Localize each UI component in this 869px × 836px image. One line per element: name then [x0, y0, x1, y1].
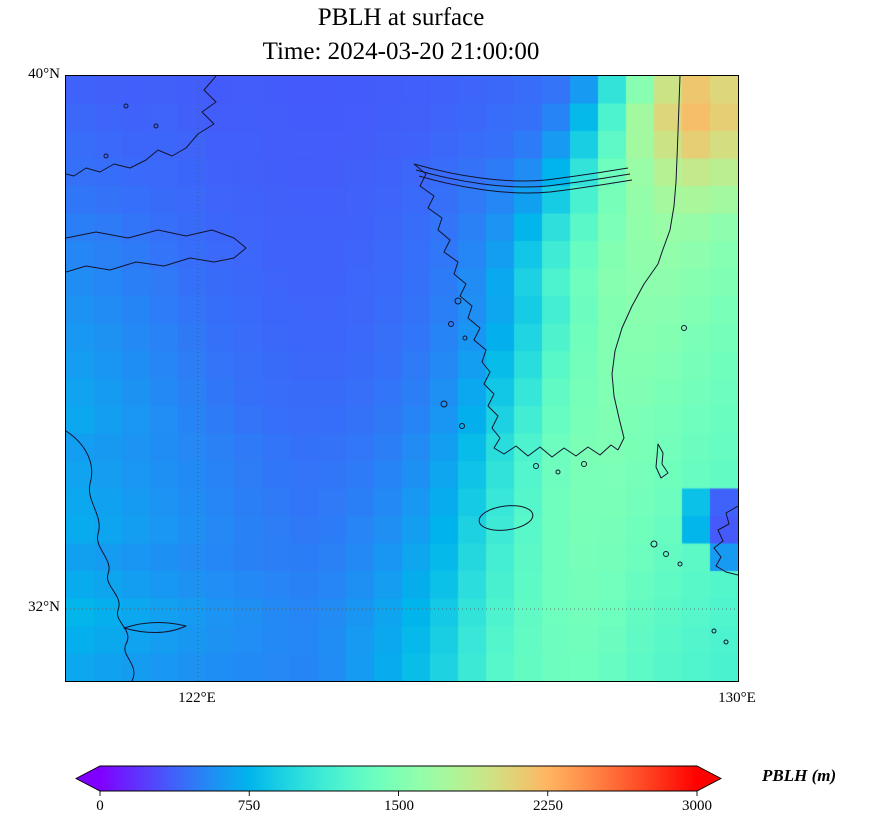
island-speck-icon	[448, 321, 454, 327]
island-chongming	[123, 622, 187, 634]
plot-subtitle: Time: 2024-03-20 21:00:00	[262, 38, 540, 65]
plot-title: PBLH at surface	[317, 4, 485, 31]
island-speck-icon	[677, 561, 683, 567]
border-river-line	[415, 169, 631, 188]
island-speck-icon	[723, 639, 729, 645]
colorbar-tick-750: 750	[237, 798, 261, 814]
island-speck-icon	[440, 400, 448, 408]
lake-speck-icon	[153, 123, 159, 129]
coastline-liaoning	[66, 76, 217, 177]
colorbar-bar	[75, 765, 722, 792]
colorbar-tick-1500: 1500	[384, 798, 414, 814]
pblh-heatmap-canvas	[66, 76, 738, 681]
coastline-kyushu	[713, 505, 738, 576]
lat-tick-40n: 40°N	[28, 66, 60, 82]
island-speck-icon	[533, 463, 539, 469]
island-speck-icon	[663, 551, 669, 557]
colorbar-label: PBLH (m)	[762, 766, 837, 785]
island-speck-icon	[459, 423, 465, 429]
coastline-shandong	[66, 229, 247, 273]
coastline-korea-east	[611, 76, 681, 451]
island-speck-icon	[711, 628, 717, 634]
coastline-east-china	[66, 430, 135, 681]
colorbar-tick-3000: 3000	[682, 798, 712, 814]
border-river-line	[413, 163, 629, 182]
gridlines	[66, 76, 738, 681]
island-jeju	[478, 505, 534, 531]
lat-tick-32n: 32°N	[28, 599, 60, 615]
island-speck-icon	[462, 335, 468, 341]
island-ulleungdo	[681, 325, 687, 331]
colorbar-tick-0: 0	[96, 798, 104, 814]
map-axes	[65, 75, 739, 682]
lon-tick-122e: 122°E	[178, 690, 216, 706]
colorbar	[75, 765, 722, 796]
island-speck-icon	[555, 469, 561, 475]
island-speck-icon	[454, 297, 462, 305]
coastlines	[66, 76, 738, 681]
island-tsushima	[655, 443, 669, 479]
island-speck-icon	[581, 461, 587, 467]
lake-speck-icon	[123, 103, 129, 109]
colorbar-tick-2250: 2250	[533, 798, 563, 814]
lon-tick-130e: 130°E	[718, 690, 756, 706]
coastline-korea-west-south	[413, 163, 619, 458]
colorbar-tick-marks	[99, 791, 698, 796]
map-overlay	[66, 76, 738, 681]
island-speck-icon	[650, 540, 658, 548]
lake-speck-icon	[103, 153, 109, 159]
border-river-line	[418, 175, 633, 194]
